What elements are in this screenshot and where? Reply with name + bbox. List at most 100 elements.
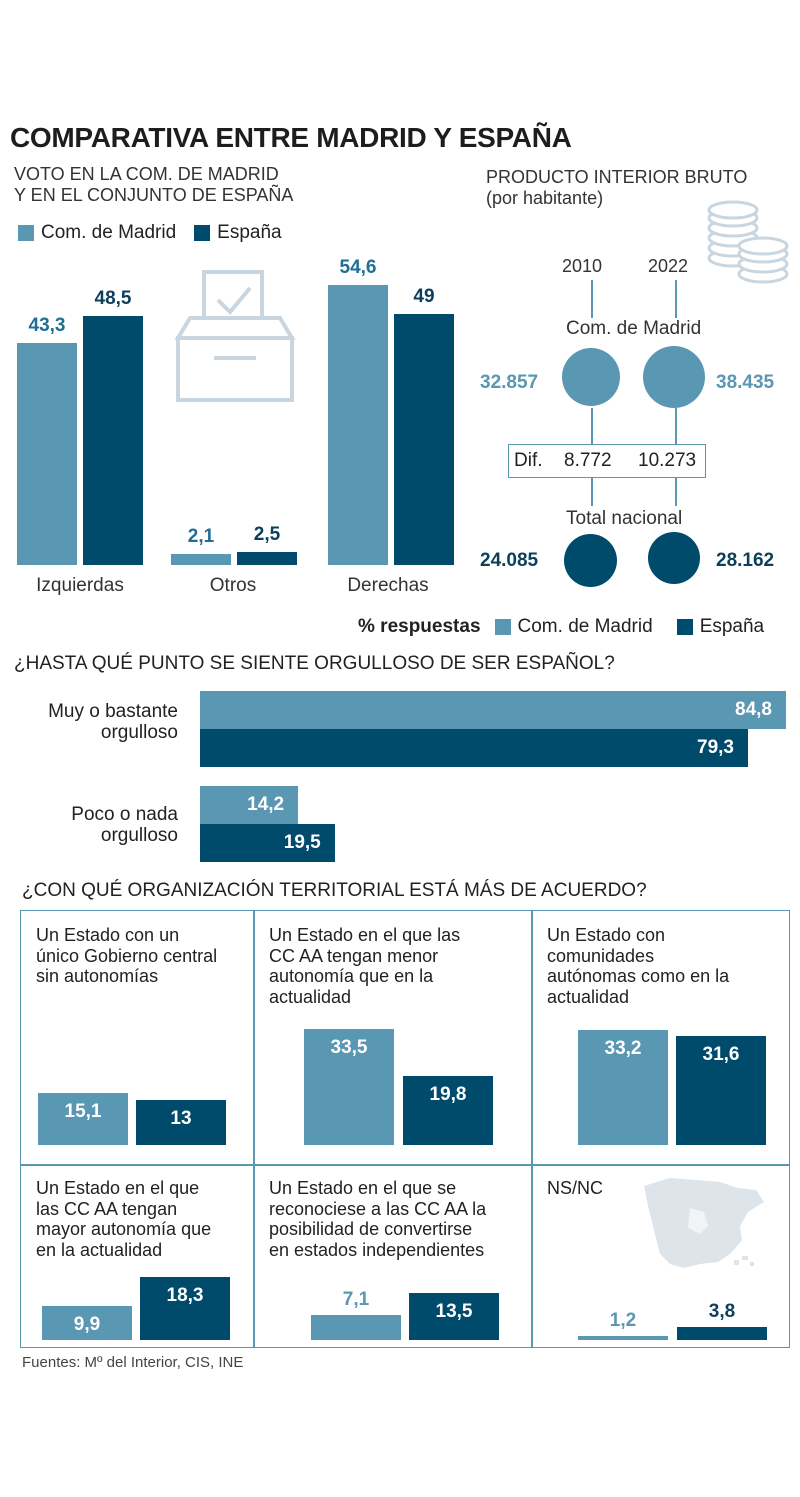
org-cell-text-line: mayor autonomía que — [36, 1219, 212, 1239]
org-cell-text: Un Estado en el que las CC AA tengan mayor… — [36, 1178, 245, 1260]
org-bar-espana — [676, 1035, 766, 1145]
org-cell-text-line: en estados independientes — [269, 1239, 485, 1260]
org-cell-text-line: posibilidad de convertirse — [269, 1219, 473, 1239]
org-value-label: 3,8 — [708, 1300, 736, 1322]
pib-connector — [591, 280, 593, 318]
pride-bar-madrid — [200, 691, 786, 729]
org-value-label: 18,3 — [166, 1284, 204, 1306]
pib-title: PRODUCTO INTERIOR BRUTO (por habitante) — [486, 167, 747, 209]
vote-value-label: 48,5 — [94, 288, 132, 310]
pib-dif-box — [508, 444, 706, 478]
pib-year-2010: 2010 — [562, 256, 603, 276]
legend-swatch-espana — [676, 619, 693, 635]
legend-label-madrid: Com. de Madrid — [41, 222, 177, 243]
vote-subtitle-line2: Y EN EL CONJUNTO DE ESPAÑA — [14, 185, 294, 205]
pib-connector — [675, 280, 677, 318]
pib-title-line1: PRODUCTO INTERIOR BRUTO — [486, 167, 748, 187]
org-cell-text-line: Un Estado con un — [36, 925, 180, 945]
org-cell-text-line: Un Estado en el que se — [269, 1178, 457, 1198]
pride-value-label: 19,5 — [283, 832, 321, 853]
vote-chart: 43,3 48,5 Izquierdas 2,1 2,5 Otros 54,6 49 Derec… — [0, 0, 800, 600]
pib-dif-2010: 8.772 — [564, 450, 612, 471]
org-value-label: 13,5 — [435, 1301, 473, 1323]
vote-category-label: Derechas — [347, 575, 429, 596]
org-cell-text: Un Estado con un único Gobierno central si… — [36, 925, 245, 987]
org-cell-text-line: actualidad — [269, 986, 352, 1007]
legend-label-madrid: Com. de Madrid — [517, 616, 653, 637]
pride-bar-espana — [200, 824, 335, 862]
org-cell-text-line: Un Estado en el que las — [269, 925, 461, 945]
grid-divider — [21, 1164, 789, 1166]
legend-swatch-madrid — [18, 225, 34, 241]
org-value-label: 9,9 — [73, 1313, 101, 1335]
org-value-label: 1,2 — [609, 1309, 637, 1331]
pib-nacional-2010-value: 24.085 — [480, 550, 539, 571]
pib-nacional-2022-value: 28.162 — [716, 550, 775, 571]
vote-value-label: 49 — [413, 285, 435, 307]
org-cell-text-line: comunidades — [547, 945, 655, 966]
pib-madrid-2010-circle — [562, 348, 620, 406]
org-bar-madrid — [38, 1092, 128, 1145]
vote-category-label: Izquierdas — [36, 575, 124, 596]
org-cell-text-line: autónomas como en la — [547, 966, 730, 986]
org-bar-espana — [140, 1276, 230, 1340]
org-bar-espana — [677, 1326, 767, 1340]
org-cell-text-line: Un Estado en el que — [36, 1178, 200, 1198]
pib-nacional-label: Total nacional — [566, 508, 683, 529]
org-value-label: 31,6 — [702, 1043, 740, 1065]
org-cell-text: Un Estado en el que las CC AA tengan meno… — [269, 925, 523, 1007]
pride-bar-madrid — [200, 786, 299, 824]
legend-label-espana: España — [699, 616, 765, 637]
pride-bar-espana — [200, 729, 748, 767]
legend-label-espana: España — [217, 222, 282, 243]
pride-row1-line1: Muy o bastante — [48, 701, 178, 722]
coins-icon — [707, 200, 789, 284]
org-cell-text-line: NS/NC — [547, 1178, 604, 1198]
org-cell-text-line: en la actualidad — [36, 1239, 163, 1260]
pib-title-line2: (por habitante) — [486, 188, 604, 208]
pride-value-label: 14,2 — [247, 794, 285, 815]
page-title: COMPARATIVA ENTRE MADRID Y ESPAÑA — [10, 122, 572, 153]
org-cell-text: Un Estado en el que se reconociese a las … — [269, 1178, 523, 1260]
grid-divider — [531, 911, 533, 1347]
vote-bar-espana — [394, 313, 454, 565]
legend-swatch-espana — [194, 225, 211, 241]
org-bar-espana — [136, 1099, 226, 1145]
org-bar-madrid — [578, 1335, 668, 1340]
vote-subtitle: VOTO EN LA COM. DE MADRID Y EN EL CONJUN… — [14, 164, 293, 206]
legend-swatch-madrid — [494, 619, 511, 635]
org-bar-madrid — [578, 1030, 668, 1145]
org-cell-text-line: actualidad — [547, 986, 630, 1007]
org-bar-madrid — [304, 1029, 394, 1145]
vote-bar-madrid — [328, 285, 388, 565]
org-bar-madrid — [42, 1305, 132, 1340]
pride-row2-line1: Poco o nada — [71, 804, 178, 825]
pride-chart: 84,8 79,3 14,2 19,5 — [200, 691, 786, 862]
grid-divider — [253, 911, 255, 1347]
pride-legend: % respuestas Com. de Madrid España — [358, 616, 764, 638]
pib-dif-2022: 10.273 — [638, 450, 697, 471]
pride-row1-line2: orgulloso — [100, 722, 178, 743]
vote-legend: Com. de Madrid España — [18, 222, 282, 244]
pib-connector — [591, 408, 593, 444]
org-bar-madrid — [311, 1315, 401, 1340]
pib-nacional-2022-circle — [648, 532, 700, 584]
pib-connector — [675, 408, 677, 444]
org-value-label: 15,1 — [64, 1100, 102, 1122]
pib-madrid-2022-value: 38.435 — [716, 372, 775, 393]
org-bar-espana — [409, 1293, 499, 1340]
vote-bar-madrid — [17, 342, 77, 565]
org-cell-text-line: Un Estado con — [547, 925, 666, 945]
pride-legend-title: % respuestas — [358, 616, 481, 637]
org-value-label: 33,5 — [330, 1037, 368, 1058]
spain-map-icon — [644, 1178, 764, 1268]
pride-row2-label: Poco o nada orgulloso — [71, 804, 178, 846]
vote-bar-espana — [83, 316, 143, 565]
source-note: Fuentes: Mº del Interior, CIS, INE — [22, 1354, 244, 1371]
org-cell-text-line: las CC AA tengan — [36, 1198, 178, 1219]
vote-bar-madrid — [171, 554, 231, 565]
vote-value-label: 2,1 — [187, 526, 215, 548]
pride-row1-label: Muy o bastante orgulloso — [48, 701, 178, 743]
org-cell-text-line: autonomía que en la — [269, 966, 434, 986]
vote-value-label: 2,5 — [253, 524, 281, 546]
